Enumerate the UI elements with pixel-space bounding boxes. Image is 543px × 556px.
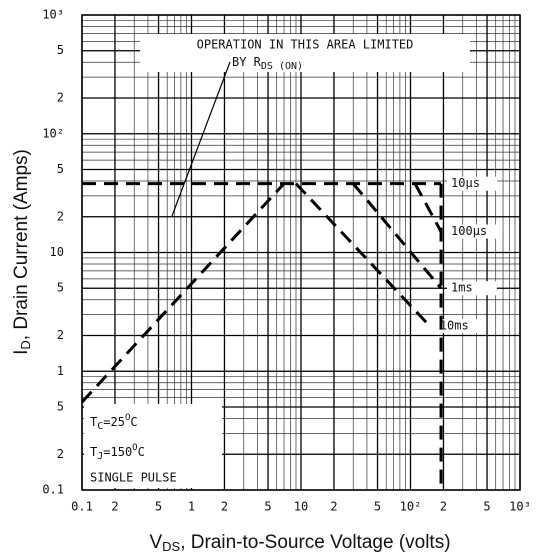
- series-label: 10µs: [451, 176, 480, 190]
- x-tick-label: 10³: [509, 500, 531, 514]
- y-tick-label: 1: [57, 364, 64, 378]
- x-tick-label: 2: [221, 500, 228, 514]
- annotation: BY RDS (ON): [232, 55, 303, 73]
- condition: TJ=150OC: [90, 443, 145, 463]
- annotation: BY R: [232, 55, 262, 69]
- y-tick-label: 2: [57, 209, 64, 223]
- y-axis-title-sub: D: [18, 340, 33, 349]
- x-axis-title-sub: DS: [162, 539, 180, 554]
- x-tick-label: 5: [483, 500, 490, 514]
- y-axis-title: ID, Drain Current (Amps): [11, 149, 33, 355]
- x-axis-title: V: [149, 532, 162, 553]
- annotation-sub: DS (ON): [261, 61, 303, 72]
- c: =150: [103, 445, 132, 459]
- leader-line: [171, 61, 231, 217]
- y-tick-label: 0.1: [42, 483, 64, 497]
- condition: TC=25OC: [90, 413, 138, 433]
- series-label-bg: [447, 176, 498, 191]
- y-tick-label: 2: [57, 91, 64, 105]
- x-axis-title: VDS, Drain-to-Source Voltage (volts): [149, 532, 450, 554]
- x-tick-label: 5: [155, 500, 162, 514]
- annotation: OPERATION IN THIS AREA LIMITED: [197, 38, 414, 52]
- c: O: [132, 443, 137, 453]
- series-line: [413, 182, 443, 233]
- x-tick-label: 2: [330, 500, 337, 514]
- y-axis-title: I: [11, 350, 32, 355]
- y-tick-label: 5: [57, 43, 64, 57]
- y-tick-label: 10³: [42, 8, 64, 22]
- c: C: [138, 445, 145, 459]
- c: J: [97, 451, 103, 462]
- c: T: [90, 445, 97, 459]
- series-line: [294, 182, 431, 328]
- c: C: [97, 421, 103, 432]
- series-label: 10ms: [440, 319, 469, 333]
- x-tick-label: 5: [264, 500, 271, 514]
- series-line: [80, 182, 286, 404]
- y-tick-label: 5: [57, 162, 64, 176]
- series-line: [352, 182, 443, 290]
- series-label-bg: [447, 224, 498, 239]
- x-axis-title: , Drain-to-Source Voltage (volts): [180, 532, 450, 553]
- y-tick-label: 2: [57, 328, 64, 342]
- series-label: 1ms: [451, 281, 473, 295]
- c: T: [90, 415, 97, 429]
- grid: [81, 14, 521, 491]
- c: O: [125, 413, 130, 423]
- x-tick-label: 2: [440, 500, 447, 514]
- x-tick-label: 2: [111, 500, 118, 514]
- c: C: [130, 415, 137, 429]
- x-tick-label: 10²: [400, 500, 422, 514]
- marks: 10µs 100µs 1ms 10ms: [80, 176, 498, 490]
- series-label-bg: [435, 319, 486, 334]
- y-tick-label: 10²: [42, 126, 64, 140]
- y-tick-label: 5: [57, 399, 64, 413]
- conditions-box: [84, 404, 222, 488]
- annotation-box: [140, 34, 470, 72]
- x-tick-label: 1: [188, 500, 195, 514]
- x-tick-label: 0.1: [71, 500, 93, 514]
- x-tick-label: 5: [374, 500, 381, 514]
- series-label: 100µs: [451, 224, 487, 238]
- x-tick-label: 10: [294, 500, 308, 514]
- plot-frame: [81, 14, 521, 491]
- c: =25: [103, 415, 125, 429]
- y-axis-title: , Drain Current (Amps): [11, 149, 32, 340]
- series-label-bg: [447, 281, 498, 296]
- y-tick-label: 2: [57, 447, 64, 461]
- condition: SINGLE PULSE: [90, 471, 177, 485]
- y-tick-label: 5: [57, 281, 64, 295]
- y-tick-label: 10: [50, 245, 64, 259]
